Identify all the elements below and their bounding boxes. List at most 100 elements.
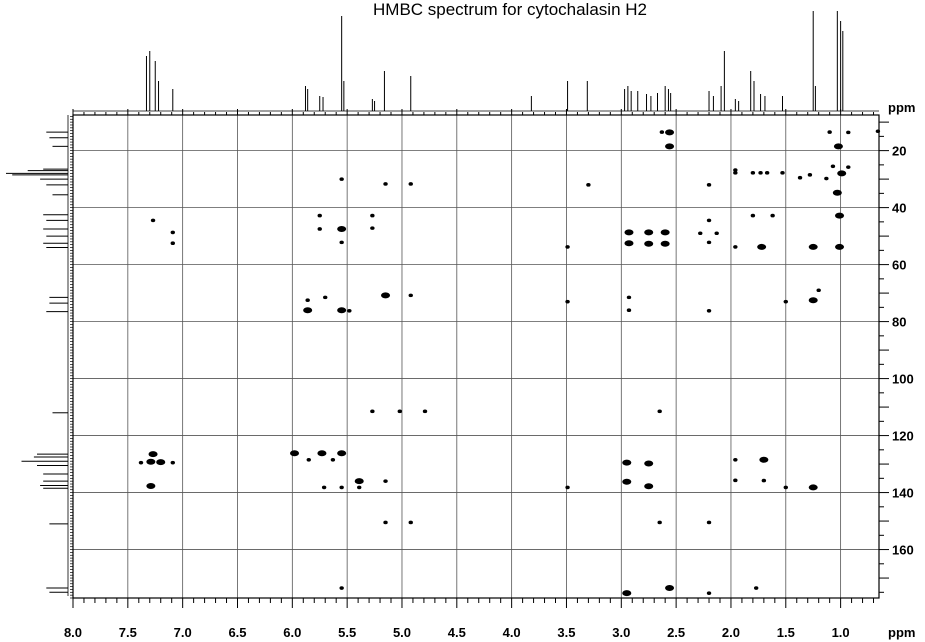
- x-axis-ticks: [72, 598, 875, 608]
- cross-peak: [381, 292, 391, 299]
- cross-peak: [783, 299, 788, 304]
- cross-peak: [383, 182, 388, 186]
- cross-peak: [565, 299, 570, 304]
- x-tick-label: 1.5: [777, 625, 795, 640]
- x-tick-label: 3.0: [612, 625, 630, 640]
- y-tick-label: 20: [892, 144, 906, 159]
- cross-peak: [846, 130, 851, 135]
- cross-peak: [750, 213, 756, 218]
- cross-peak: [759, 456, 769, 463]
- cross-peak: [783, 485, 788, 490]
- cross-peak: [565, 245, 570, 249]
- cross-peak: [622, 459, 632, 466]
- cross-peaks: [138, 129, 881, 597]
- x-tick-label: 1.0: [832, 625, 850, 640]
- cross-peak: [758, 171, 763, 175]
- cross-peak: [780, 171, 785, 175]
- cross-peak: [846, 165, 851, 169]
- cross-peak: [644, 229, 654, 236]
- cross-peak: [875, 129, 881, 134]
- cross-peak: [357, 485, 362, 490]
- cross-peak: [170, 241, 175, 246]
- x-tick-label: 4.5: [448, 625, 466, 640]
- cross-peak: [306, 457, 311, 462]
- cross-peak: [565, 485, 570, 490]
- chart-title: HMBC spectrum for cytochalasin H2: [373, 0, 647, 19]
- cross-peak: [383, 479, 388, 483]
- y-tick-label: 160: [892, 543, 914, 558]
- cross-peak: [337, 450, 347, 457]
- cross-peak: [626, 308, 632, 312]
- cross-peak: [808, 484, 818, 491]
- cross-peak: [586, 183, 591, 187]
- proton-projection: [145, 11, 844, 111]
- cross-peak: [339, 177, 344, 181]
- cross-peak: [750, 171, 756, 175]
- cross-peak: [770, 213, 775, 218]
- cross-peak: [317, 213, 322, 218]
- cross-peak: [733, 478, 738, 483]
- cross-peak: [317, 227, 322, 231]
- cross-peak: [624, 240, 634, 247]
- cross-peak: [150, 218, 156, 223]
- cross-peak: [146, 483, 156, 490]
- y-tick-label: 80: [892, 315, 906, 330]
- cross-peak: [733, 245, 738, 249]
- cross-peak: [714, 231, 719, 236]
- cross-peak: [698, 231, 703, 236]
- cross-peak: [733, 457, 738, 462]
- cross-peak: [148, 451, 158, 458]
- cross-peak: [337, 225, 347, 232]
- cross-peak: [354, 478, 364, 485]
- cross-peak: [706, 218, 712, 223]
- cross-peak: [837, 170, 847, 177]
- cross-peak: [824, 176, 829, 181]
- cross-peak: [303, 307, 313, 314]
- cross-peak: [660, 229, 670, 236]
- cross-peak: [317, 450, 327, 457]
- cross-peak: [339, 586, 344, 590]
- cross-peak: [626, 295, 632, 300]
- y-axis-ticks: [879, 121, 889, 593]
- x-tick-label: 2.0: [722, 625, 740, 640]
- y-tick-label: 140: [892, 486, 914, 501]
- cross-peak: [761, 478, 767, 483]
- cross-peak: [337, 307, 347, 314]
- cross-peak: [665, 143, 675, 150]
- cross-peak: [832, 189, 842, 196]
- cross-peak: [383, 520, 388, 525]
- cross-peak: [835, 212, 845, 219]
- cross-peak: [797, 175, 803, 180]
- cross-peak: [706, 183, 712, 187]
- y-tick-label: 40: [892, 201, 906, 216]
- cross-peak: [622, 478, 632, 485]
- cross-peak: [170, 230, 175, 235]
- cross-peak: [657, 520, 662, 525]
- cross-peak: [733, 168, 738, 172]
- cross-peak: [370, 409, 375, 414]
- cross-peak: [408, 182, 413, 186]
- cross-peak: [370, 226, 375, 230]
- x-tick-label: 7.0: [174, 625, 192, 640]
- cross-peak: [408, 293, 413, 298]
- cross-peak: [659, 130, 665, 134]
- cross-peak: [644, 240, 654, 247]
- cross-peak: [830, 164, 836, 169]
- grid-lines: [72, 115, 879, 598]
- x-tick-label: 6.0: [283, 625, 301, 640]
- cross-peak: [323, 295, 328, 300]
- cross-peak: [397, 409, 402, 414]
- cross-peak: [339, 485, 344, 490]
- cross-peak: [733, 171, 738, 175]
- cross-peak: [665, 585, 675, 592]
- cross-peak: [290, 450, 300, 457]
- cross-peak: [170, 460, 175, 465]
- x-tick-label: 5.5: [338, 625, 356, 640]
- cross-peak: [156, 459, 166, 466]
- cross-peak: [706, 240, 712, 245]
- cross-peak: [816, 288, 821, 293]
- cross-peak: [622, 590, 632, 597]
- cross-peak: [347, 308, 352, 313]
- x-tick-label: 4.0: [503, 625, 521, 640]
